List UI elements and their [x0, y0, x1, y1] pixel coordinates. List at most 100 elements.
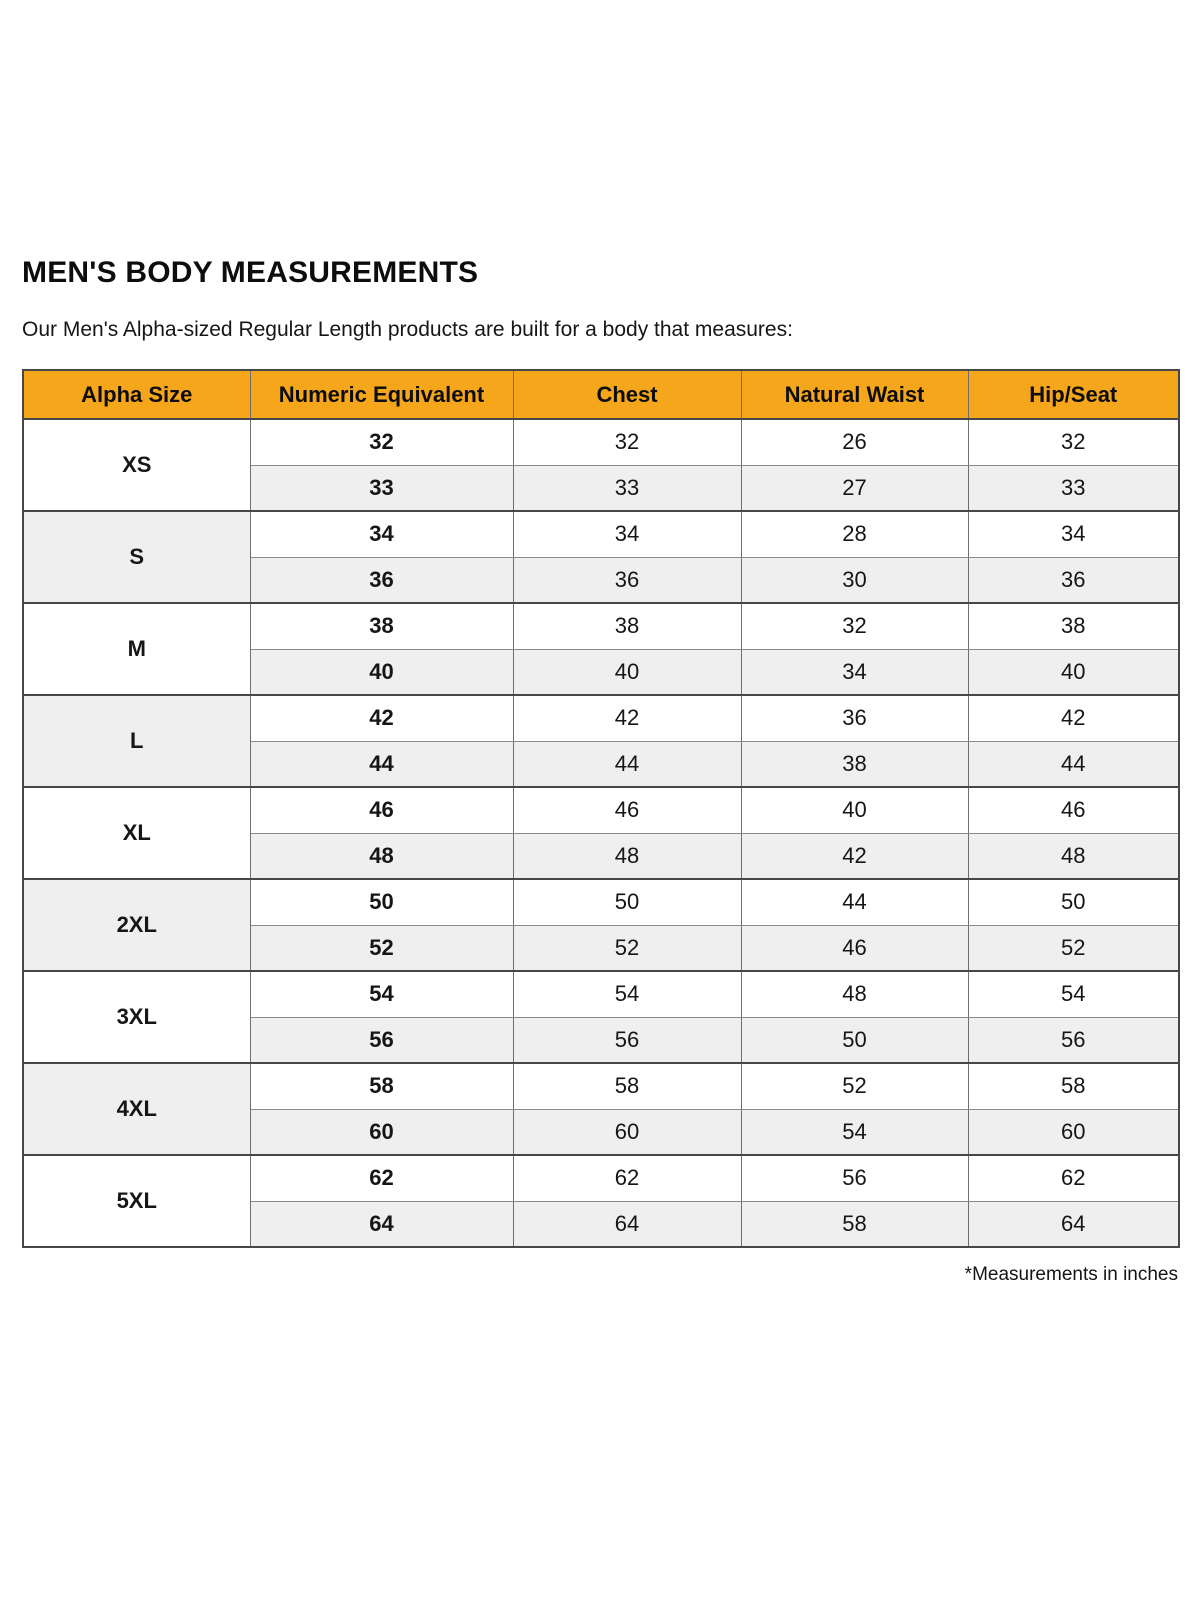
hip-cell: 56 — [967, 1017, 1180, 1064]
size-group-s: S 34 34 28 34 36 36 30 36 — [22, 511, 1180, 604]
table-row: 33 33 27 33 — [23, 465, 1180, 512]
numeric-cell: 36 — [249, 557, 514, 604]
hip-cell: 64 — [967, 1201, 1180, 1248]
chest-cell: 34 — [512, 511, 742, 558]
chest-cell: 46 — [512, 787, 742, 834]
size-group-m: M 38 38 32 38 40 40 34 40 — [22, 603, 1180, 696]
numeric-cell: 52 — [249, 925, 514, 972]
chest-cell: 48 — [512, 833, 742, 880]
alpha-cell: 3XL — [22, 971, 251, 1064]
table-row: 60 60 54 60 — [23, 1109, 1180, 1156]
hip-cell: 52 — [967, 925, 1180, 972]
table-row: S 34 34 28 34 — [22, 511, 1180, 604]
alpha-cell: 2XL — [22, 879, 251, 972]
table-row: 40 40 34 40 — [23, 649, 1180, 696]
page-title: MEN'S BODY MEASUREMENTS — [22, 256, 479, 289]
chest-cell: 60 — [512, 1109, 742, 1156]
chest-cell: 62 — [512, 1155, 742, 1202]
numeric-cell: 33 — [249, 465, 514, 512]
chest-cell: 42 — [512, 695, 742, 742]
table-row: 44 44 38 44 — [23, 741, 1180, 788]
chest-cell: 54 — [512, 971, 742, 1018]
waist-cell: 54 — [740, 1109, 969, 1156]
table-row: 56 56 50 56 — [23, 1017, 1180, 1064]
table-row: 4XL 58 58 52 58 — [22, 1063, 1180, 1156]
waist-cell: 34 — [740, 649, 969, 696]
numeric-cell: 60 — [249, 1109, 514, 1156]
table-row: L 42 42 36 42 — [22, 695, 1180, 788]
numeric-cell: 58 — [249, 1063, 514, 1110]
table-row: 2XL 50 50 44 50 — [22, 879, 1180, 972]
numeric-cell: 44 — [249, 741, 514, 788]
hip-cell: 36 — [967, 557, 1180, 604]
numeric-cell: 48 — [249, 833, 514, 880]
waist-cell: 30 — [740, 557, 969, 604]
chest-cell: 56 — [512, 1017, 742, 1064]
numeric-cell: 46 — [249, 787, 514, 834]
chest-cell: 50 — [512, 879, 742, 926]
numeric-cell: 40 — [249, 649, 514, 696]
alpha-cell: 5XL — [22, 1155, 251, 1248]
size-group-5xl: 5XL 62 62 56 62 64 64 58 64 — [22, 1155, 1180, 1248]
size-group-3xl: 3XL 54 54 48 54 56 56 50 56 — [22, 971, 1180, 1064]
hip-cell: 50 — [967, 879, 1180, 926]
table-row: 48 48 42 48 — [23, 833, 1180, 880]
numeric-cell: 56 — [249, 1017, 514, 1064]
waist-cell: 56 — [740, 1155, 969, 1202]
col-header-hip-seat: Hip/Seat — [967, 370, 1180, 420]
chest-cell: 33 — [512, 465, 742, 512]
alpha-cell: L — [22, 695, 251, 788]
table-header: Alpha Size Numeric Equivalent Chest Natu… — [22, 370, 1180, 420]
hip-cell: 46 — [967, 787, 1180, 834]
col-header-chest: Chest — [512, 370, 742, 420]
waist-cell: 44 — [740, 879, 969, 926]
hip-cell: 44 — [967, 741, 1180, 788]
table-row: XS 32 32 26 32 — [22, 419, 1180, 512]
size-group-4xl: 4XL 58 58 52 58 60 60 54 60 — [22, 1063, 1180, 1156]
waist-cell: 32 — [740, 603, 969, 650]
numeric-cell: 42 — [249, 695, 514, 742]
hip-cell: 58 — [967, 1063, 1180, 1110]
hip-cell: 48 — [967, 833, 1180, 880]
size-group-l: L 42 42 36 42 44 44 38 44 — [22, 695, 1180, 788]
waist-cell: 46 — [740, 925, 969, 972]
waist-cell: 26 — [740, 419, 969, 466]
alpha-cell: 4XL — [22, 1063, 251, 1156]
waist-cell: 48 — [740, 971, 969, 1018]
page-subtitle: Our Men's Alpha-sized Regular Length pro… — [22, 318, 793, 341]
hip-cell: 62 — [967, 1155, 1180, 1202]
chest-cell: 32 — [512, 419, 742, 466]
hip-cell: 38 — [967, 603, 1180, 650]
table-row: 64 64 58 64 — [23, 1201, 1180, 1248]
size-chart-table: Alpha Size Numeric Equivalent Chest Natu… — [22, 369, 1180, 1248]
numeric-cell: 38 — [249, 603, 514, 650]
numeric-cell: 64 — [249, 1201, 514, 1248]
header-row: Alpha Size Numeric Equivalent Chest Natu… — [22, 370, 1180, 420]
table-row: XL 46 46 40 46 — [22, 787, 1180, 880]
chest-cell: 64 — [512, 1201, 742, 1248]
chest-cell: 52 — [512, 925, 742, 972]
table-row: 52 52 46 52 — [23, 925, 1180, 972]
numeric-cell: 32 — [249, 419, 514, 466]
alpha-cell: M — [22, 603, 251, 696]
chest-cell: 36 — [512, 557, 742, 604]
waist-cell: 58 — [740, 1201, 969, 1248]
waist-cell: 50 — [740, 1017, 969, 1064]
col-header-natural-waist: Natural Waist — [740, 370, 969, 420]
waist-cell: 28 — [740, 511, 969, 558]
numeric-cell: 34 — [249, 511, 514, 558]
table-row: 3XL 54 54 48 54 — [22, 971, 1180, 1064]
size-group-xs: XS 32 32 26 32 33 33 27 33 — [22, 419, 1180, 512]
waist-cell: 38 — [740, 741, 969, 788]
hip-cell: 54 — [967, 971, 1180, 1018]
content-area: MEN'S BODY MEASUREMENTS Our Men's Alpha-… — [22, 256, 1180, 1285]
waist-cell: 52 — [740, 1063, 969, 1110]
chest-cell: 58 — [512, 1063, 742, 1110]
hip-cell: 42 — [967, 695, 1180, 742]
col-header-numeric-equivalent: Numeric Equivalent — [249, 370, 514, 420]
chest-cell: 44 — [512, 741, 742, 788]
hip-cell: 34 — [967, 511, 1180, 558]
size-group-xl: XL 46 46 40 46 48 48 42 48 — [22, 787, 1180, 880]
hip-cell: 40 — [967, 649, 1180, 696]
table-row: 36 36 30 36 — [23, 557, 1180, 604]
